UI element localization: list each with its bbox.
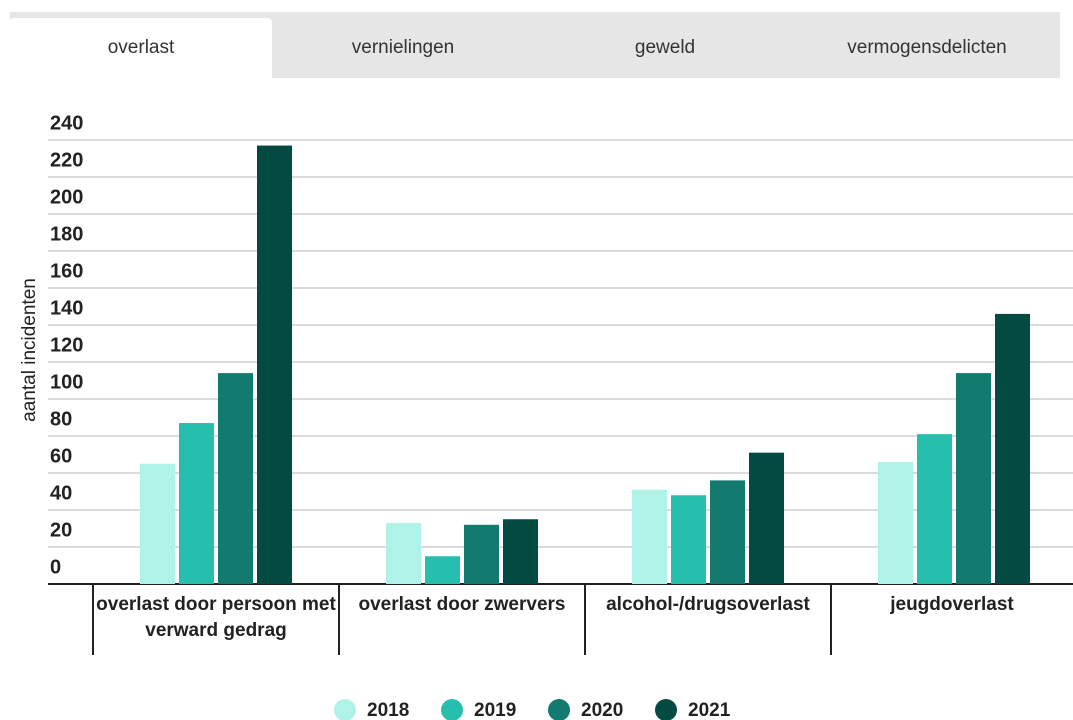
- legend-label: 2020: [581, 700, 623, 720]
- bar: [218, 373, 253, 584]
- legend-label: 2018: [367, 700, 409, 720]
- y-tick-label: 60: [50, 445, 72, 467]
- y-tick-label: 240: [50, 112, 83, 134]
- y-tick-label: 20: [50, 519, 72, 541]
- tab-bar: overlast vernielingen geweld vermogensde…: [10, 12, 1060, 78]
- x-tick-label: overlast door persoon met verward gedrag: [96, 594, 336, 641]
- bar: [464, 524, 499, 584]
- y-tick-label: 200: [50, 186, 83, 208]
- bar: [917, 434, 952, 584]
- bar: [179, 423, 214, 584]
- bar: [878, 461, 913, 584]
- y-tick-label: 220: [50, 149, 83, 171]
- bar: [503, 519, 538, 584]
- y-tick-label: 140: [50, 297, 83, 319]
- legend-label: 2019: [474, 700, 516, 720]
- legend-swatch: [655, 699, 677, 720]
- bar: [257, 145, 292, 585]
- tab[interactable]: geweld: [634, 37, 696, 58]
- bar: [140, 463, 175, 584]
- bar: [749, 452, 784, 584]
- bar: [995, 313, 1030, 584]
- bar: [386, 522, 421, 584]
- bar: [956, 373, 991, 584]
- y-tick-label: 80: [50, 408, 72, 430]
- legend-swatch: [334, 699, 356, 720]
- y-tick-label: 40: [50, 482, 72, 504]
- x-tick-label: overlast door zwervers: [358, 594, 566, 615]
- legend-swatch: [441, 699, 463, 720]
- y-tick-label: 0: [50, 556, 61, 578]
- y-tick-label: 180: [50, 223, 83, 245]
- tab[interactable]: vermogensdelicten: [847, 37, 1007, 58]
- tab[interactable]: overlast: [10, 18, 272, 78]
- y-axis-label: aantal incidenten: [19, 278, 40, 422]
- x-tick-label: alcohol-/drugsoverlast: [606, 594, 810, 615]
- bar: [671, 495, 706, 584]
- bar: [425, 556, 460, 584]
- y-tick-label: 120: [50, 334, 83, 356]
- y-tick-label: 160: [50, 260, 83, 282]
- bar: [710, 480, 745, 584]
- legend-swatch: [548, 699, 570, 720]
- legend-label: 2021: [688, 700, 731, 720]
- bar: [632, 489, 667, 584]
- tab[interactable]: vernielingen: [351, 37, 455, 58]
- x-tick-label: jeugdoverlast: [890, 594, 1014, 615]
- y-tick-label: 100: [50, 371, 83, 393]
